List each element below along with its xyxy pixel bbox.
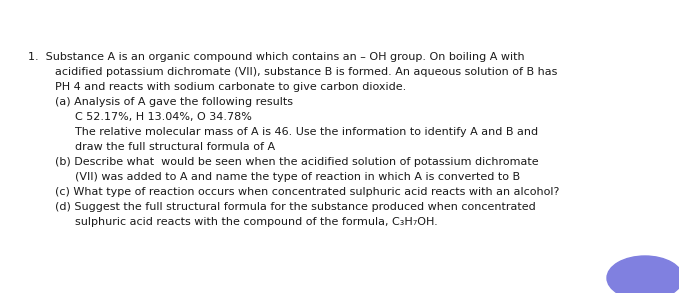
Text: sulphuric acid reacts with the compound of the formula, C₃H₇OH.: sulphuric acid reacts with the compound … — [75, 217, 438, 227]
Text: (c) What type of reaction occurs when concentrated sulphuric acid reacts with an: (c) What type of reaction occurs when co… — [55, 187, 559, 197]
Text: C 52.17%, H 13.04%, O 34.78%: C 52.17%, H 13.04%, O 34.78% — [75, 112, 252, 122]
Text: (d) Suggest the full structural formula for the substance produced when concentr: (d) Suggest the full structural formula … — [55, 202, 536, 212]
Text: (a) Analysis of A gave the following results: (a) Analysis of A gave the following res… — [55, 97, 293, 107]
Text: PH 4 and reacts with sodium carbonate to give carbon dioxide.: PH 4 and reacts with sodium carbonate to… — [55, 82, 406, 92]
Text: 1.  Substance A is an organic compound which contains an – OH group. On boiling : 1. Substance A is an organic compound wh… — [28, 52, 525, 62]
Text: acidified potassium dichromate (VII), substance B is formed. An aqueous solution: acidified potassium dichromate (VII), su… — [55, 67, 557, 77]
Text: (VII) was added to A and name the type of reaction in which A is converted to B: (VII) was added to A and name the type o… — [75, 172, 520, 182]
Text: The relative molecular mass of A is 46. Use the information to identify A and B : The relative molecular mass of A is 46. … — [75, 127, 538, 137]
Text: (b) Describe what  would be seen when the acidified solution of potassium dichro: (b) Describe what would be seen when the… — [55, 157, 538, 167]
Ellipse shape — [607, 256, 679, 293]
Text: draw the full structural formula of A: draw the full structural formula of A — [75, 142, 275, 152]
